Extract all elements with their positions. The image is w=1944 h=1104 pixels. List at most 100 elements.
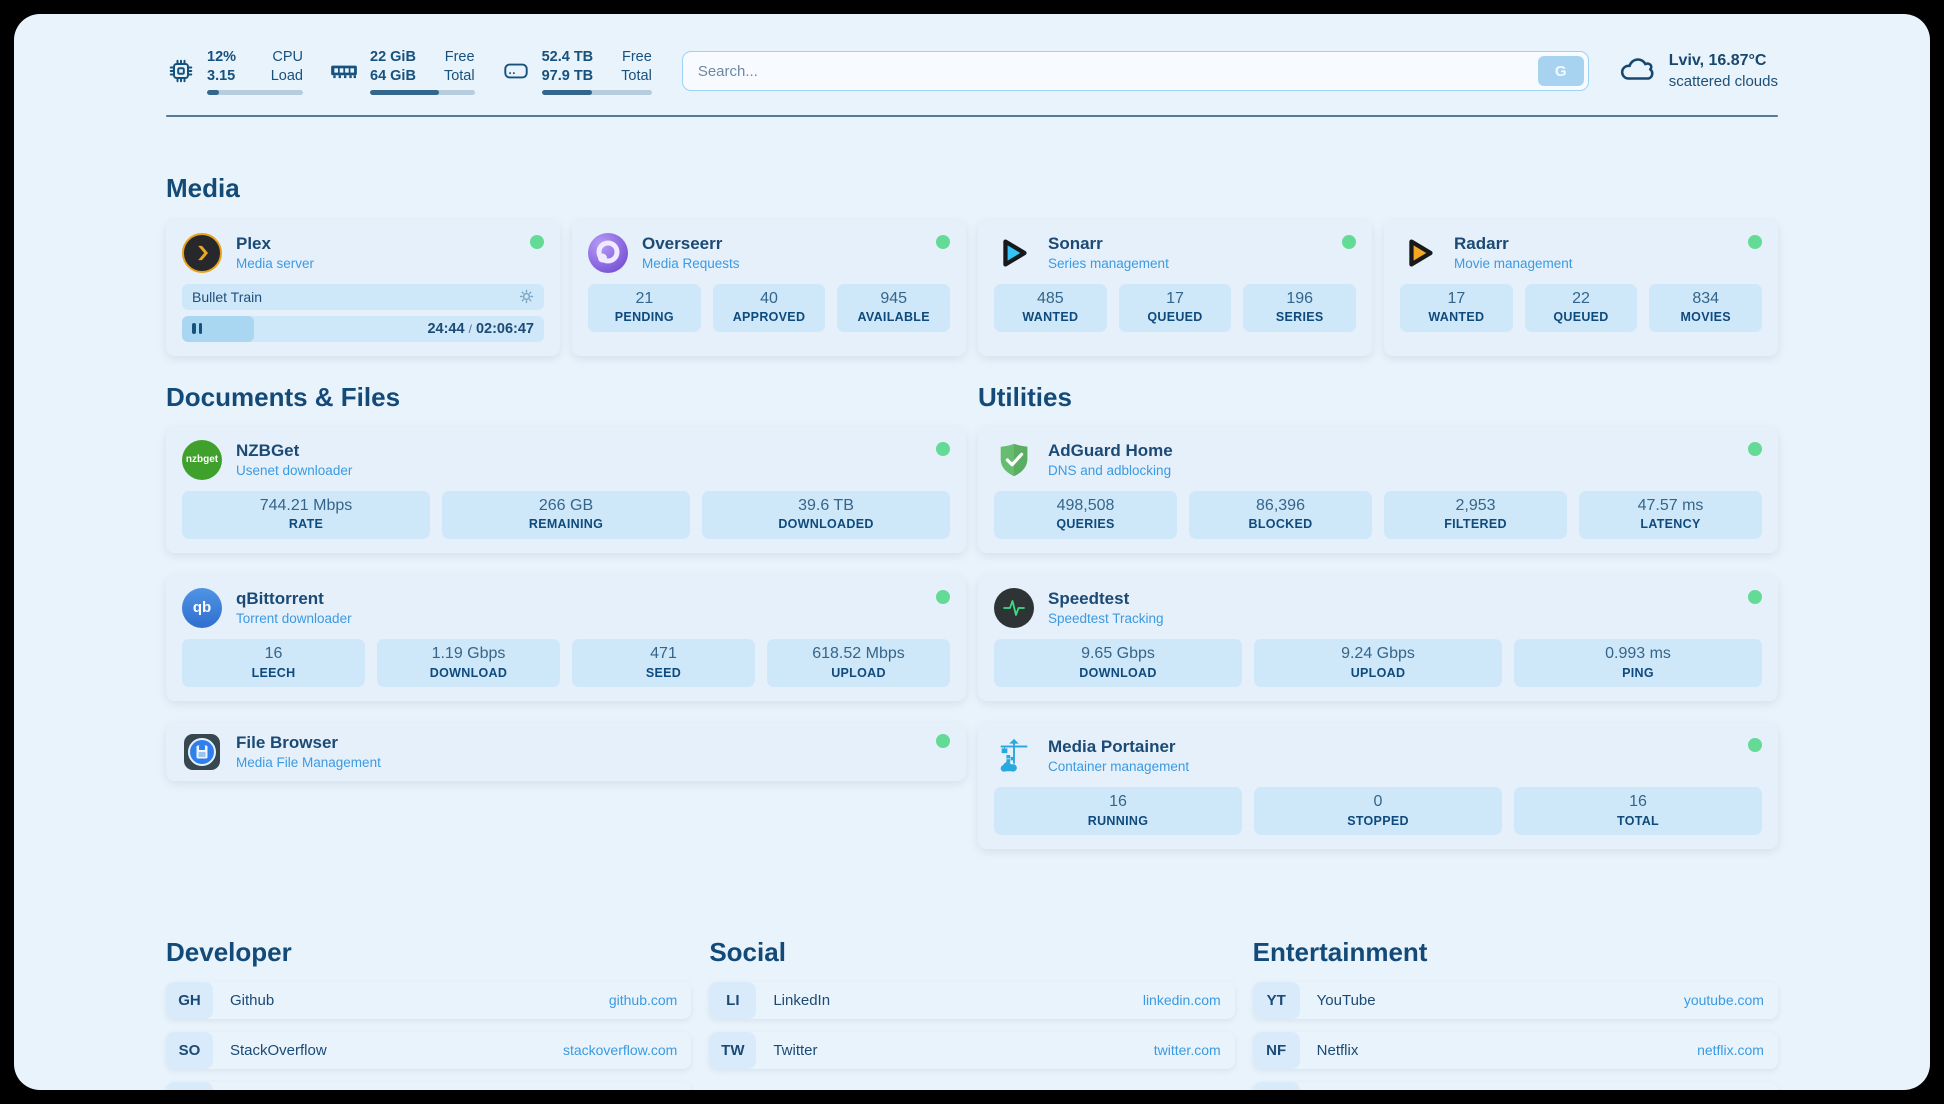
bookmark-youtube[interactable]: YT YouTube youtube.com: [1252, 981, 1778, 1019]
app-card-adguard[interactable]: AdGuard Home DNS and adblocking 498,508 Q…: [978, 426, 1778, 553]
app-title: AdGuard Home: [1048, 440, 1173, 460]
app-card-filebrowser[interactable]: File Browser Media File Management: [166, 722, 966, 781]
bookmark-dev[interactable]: DT DEV dev.to: [166, 1081, 692, 1090]
app-subtitle: Media Requests: [642, 255, 740, 271]
bookmark-github[interactable]: GH Github github.com: [166, 981, 692, 1019]
memory-progress-bar: [370, 89, 475, 95]
app-title: Sonarr: [1048, 233, 1103, 253]
memory-total-value: 64 GiB: [370, 67, 416, 84]
stat-pill: 0.993 ms PING: [1514, 638, 1762, 687]
bookmark-name: Netflix: [1316, 1041, 1359, 1059]
disk-free-label: Free: [621, 49, 652, 65]
plex-now-playing: Bullet Train 24:44 / 02:06:47: [182, 283, 544, 342]
sonarr-icon: [994, 233, 1034, 273]
app-card-sonarr[interactable]: Sonarr Series management 485 WANTED 17 QUE…: [978, 219, 1372, 356]
bookmark-stackoverflow[interactable]: SO StackOverflow stackoverflow.com: [166, 1031, 692, 1069]
search-provider-button[interactable]: G: [1537, 56, 1584, 87]
bookmark-twitter[interactable]: TW Twitter twitter.com: [709, 1031, 1235, 1069]
app-subtitle: Speedtest Tracking: [1048, 611, 1164, 626]
stat-pill: 16 TOTAL: [1514, 786, 1762, 835]
stat-pill: 86,396 BLOCKED: [1189, 490, 1372, 539]
section-title-social: Social: [709, 936, 786, 967]
app-title: Plex: [236, 233, 271, 253]
memory-free-label: Free: [444, 49, 475, 65]
disk-total-label: Total: [621, 67, 652, 84]
section-title-documents: Documents & Files: [166, 381, 401, 412]
bookmark-reddit[interactable]: RE Reddit reddit.com: [1252, 1081, 1778, 1090]
app-card-plex[interactable]: Plex Media server Bullet Train: [166, 219, 560, 356]
app-card-speedtest[interactable]: Speedtest Speedtest Tracking 9.65 Gbps DO…: [978, 574, 1778, 701]
memory-total-label: Total: [443, 67, 475, 84]
stat-pill: 618.52 Mbps UPLOAD: [767, 638, 950, 687]
bookmark-url[interactable]: youtube.com: [1683, 992, 1764, 1009]
nzbget-icon: nzbget: [182, 439, 222, 480]
stat-pill: 1.19 Gbps DOWNLOAD: [377, 638, 560, 687]
bookmark-url[interactable]: linkedin.com: [1142, 992, 1221, 1009]
stat-pill: 498,508 QUERIES: [994, 490, 1177, 539]
bookmark-url[interactable]: netflix.com: [1697, 1042, 1764, 1059]
bookmark-url[interactable]: stackoverflow.com: [562, 1042, 678, 1059]
status-dot-online: [1748, 234, 1762, 249]
status-dot-online: [936, 589, 950, 604]
app-title: Speedtest: [1048, 588, 1130, 608]
weather-condition: scattered clouds: [1668, 73, 1778, 91]
bookmark-column-social: Social LI LinkedIn linkedin.com TW Twitt…: [709, 936, 1235, 1069]
stat-pill: 9.24 Gbps UPLOAD: [1254, 638, 1502, 687]
stat-pill: 39.6 TB DOWNLOADED: [702, 490, 950, 539]
app-subtitle: Container management: [1048, 759, 1190, 775]
cpu-usage-value: 12%: [207, 49, 237, 65]
bookmark-abbr: GH: [166, 981, 213, 1019]
bookmark-linkedin[interactable]: LI LinkedIn linkedin.com: [709, 981, 1235, 1019]
bookmark-abbr: SO: [166, 1031, 213, 1069]
documents-column: Documents & Files nzbget NZBGet Usenet d…: [166, 382, 966, 803]
memory-free-value: 22 GiB: [370, 49, 416, 65]
bookmark-name: LinkedIn: [773, 991, 831, 1009]
stat-pill: 16 LEECH: [182, 638, 365, 687]
status-dot-online: [1748, 441, 1762, 456]
status-dot-online: [936, 234, 950, 249]
search-bar: G: [681, 51, 1589, 92]
portainer-icon: [994, 736, 1034, 776]
search-input[interactable]: [681, 51, 1589, 92]
section-title-entertainment: Entertainment: [1252, 936, 1428, 967]
app-title: File Browser: [236, 732, 339, 752]
stat-pill: 40 APPROVED: [712, 283, 826, 332]
cpu-load-label: Load: [270, 67, 303, 84]
weather-widget: Lviv, 16.87°C scattered clouds: [1619, 50, 1778, 92]
app-card-radarr[interactable]: Radarr Movie management 17 WANTED 22 QUEUE…: [1384, 219, 1778, 356]
bookmark-abbr: LI: [709, 981, 757, 1019]
bookmarks-grid: Developer GH Github github.com SO StackO…: [166, 937, 1778, 1090]
cpu-icon: [166, 56, 196, 86]
bookmark-name: Github: [230, 991, 275, 1009]
app-subtitle: DNS and adblocking: [1048, 462, 1172, 478]
app-card-overseerr[interactable]: Overseerr Media Requests 21 PENDING 40 APP…: [572, 219, 966, 356]
bookmark-netflix[interactable]: NF Netflix netflix.com: [1252, 1031, 1778, 1069]
app-card-portainer[interactable]: Media Portainer Container management 16 R…: [978, 722, 1778, 849]
bookmark-column-developer: Developer GH Github github.com SO StackO…: [166, 937, 692, 1090]
gear-icon[interactable]: [519, 289, 534, 304]
app-subtitle: Torrent downloader: [236, 611, 352, 626]
status-dot-online: [530, 234, 544, 249]
stat-pill: 485 WANTED: [994, 283, 1107, 332]
bookmark-abbr: NF: [1252, 1031, 1300, 1069]
memory-stat: 22 GiB 64 GiB Free Total: [329, 48, 475, 95]
stat-pill: 471 SEED: [572, 638, 755, 687]
app-card-qbittorrent[interactable]: qb qBittorrent Torrent downloader 16 LEEC…: [166, 574, 966, 701]
stat-pill: 2,953 FILTERED: [1384, 490, 1567, 539]
app-card-nzbget[interactable]: nzbget NZBGet Usenet downloader 744.21 M…: [166, 426, 966, 553]
status-dot-online: [1748, 589, 1762, 604]
app-title: NZBGet: [236, 440, 300, 460]
disk-total-value: 97.9 TB: [541, 67, 594, 84]
status-dot-online: [936, 733, 950, 748]
adguard-icon: [994, 440, 1034, 480]
status-dot-online: [1748, 737, 1762, 752]
bookmark-url[interactable]: twitter.com: [1153, 1042, 1221, 1059]
playback-progress-bar: 24:44 / 02:06:47: [182, 315, 544, 342]
bookmark-column-entertainment: Entertainment YT YouTube youtube.com NF …: [1252, 936, 1778, 1090]
speedtest-icon: [994, 587, 1034, 628]
bookmark-abbr: RE: [1252, 1081, 1300, 1090]
app-subtitle: Usenet downloader: [236, 462, 353, 478]
app-subtitle: Movie management: [1454, 255, 1573, 271]
cpu-load-value: 3.15: [207, 67, 236, 84]
bookmark-url[interactable]: github.com: [608, 992, 678, 1009]
